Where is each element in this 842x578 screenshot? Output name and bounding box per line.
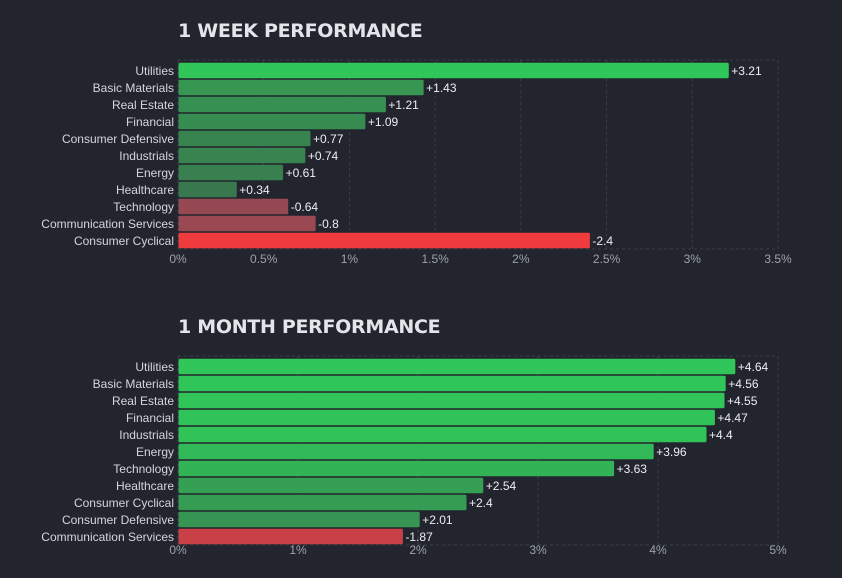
- month-chart-title: 1 MONTH PERFORMANCE: [178, 316, 441, 338]
- x-tick-label: 2%: [512, 252, 530, 266]
- bar-value-label: +3.96: [656, 445, 687, 459]
- category-label: Utilities: [135, 64, 174, 78]
- bar-value-label: -0.64: [291, 200, 319, 214]
- bar-value-label: +3.63: [617, 462, 648, 476]
- bar-value-label: +0.77: [313, 132, 344, 146]
- bar-value-label: +2.54: [486, 479, 517, 493]
- bar-consumer-defensive[interactable]: [178, 511, 420, 528]
- bar-real-estate[interactable]: [178, 96, 386, 113]
- category-label: Industrials: [119, 428, 174, 442]
- week-performance-panel: 1 WEEK PERFORMANCE 0% 0.5% 1% 1.5% 2% 2.5% 3% 3…: [41, 20, 792, 266]
- category-label: Basic Materials: [93, 377, 174, 391]
- bar-industrials[interactable]: [178, 147, 306, 164]
- week-performance-chart: 0% 0.5% 1% 1.5% 2% 2.5% 3% 3.5% Utilities +3.21 Ba…: [41, 59, 792, 266]
- bar-value-label: +4.55: [727, 394, 758, 408]
- bar-consumer-defensive[interactable]: [178, 130, 311, 147]
- month-performance-panel: 1 MONTH PERFORMANCE 0% 1% 2% 3% 4% 5% Utilitie…: [0, 296, 842, 578]
- x-tick-label: 1.5%: [421, 252, 449, 266]
- bar-value-label: +2.4: [469, 496, 493, 510]
- bar-value-label: -0.8: [318, 217, 339, 231]
- x-tick-label: 0%: [169, 252, 187, 266]
- bar-consumer-cyclical[interactable]: [178, 232, 590, 249]
- month-performance-chart: 0% 1% 2% 3% 4% 5% Utilities +4.64 Basic Material…: [41, 355, 787, 557]
- x-tick-label: 3%: [684, 252, 702, 266]
- bar-value-label: +0.61: [286, 166, 317, 180]
- bar-basic-materials[interactable]: [178, 79, 424, 96]
- category-label: Healthcare: [116, 479, 174, 493]
- category-label: Industrials: [119, 149, 174, 163]
- bar-value-label: +1.09: [368, 115, 399, 129]
- bar-value-label: +4.47: [717, 411, 748, 425]
- x-tick-label: 3.5%: [764, 252, 792, 266]
- x-tick-label: 0.5%: [250, 252, 278, 266]
- category-label: Technology: [113, 200, 174, 214]
- bar-value-label: +0.34: [239, 183, 270, 197]
- category-label: Energy: [136, 445, 174, 459]
- bar-value-label: +4.4: [709, 428, 733, 442]
- bar-value-label: -1.87: [405, 530, 433, 544]
- category-label: Communication Services: [41, 217, 174, 231]
- category-label: Consumer Defensive: [62, 513, 174, 527]
- x-tick-label: 2.5%: [593, 252, 621, 266]
- bar-utilities[interactable]: [178, 358, 736, 375]
- x-tick-label: 0%: [169, 543, 187, 557]
- bar-value-label: +4.64: [738, 360, 769, 374]
- bar-communication-services[interactable]: [178, 528, 403, 545]
- bar-financial[interactable]: [178, 113, 366, 130]
- category-label: Technology: [113, 462, 174, 476]
- bar-utilities[interactable]: [178, 62, 729, 79]
- x-tick-label: 1%: [289, 543, 307, 557]
- bar-industrials[interactable]: [178, 426, 707, 443]
- category-label: Basic Materials: [93, 81, 174, 95]
- category-label: Financial: [126, 115, 174, 129]
- x-tick-label: 5%: [769, 543, 787, 557]
- category-label: Financial: [126, 411, 174, 425]
- x-tick-label: 3%: [529, 543, 547, 557]
- bar-value-label: +4.56: [728, 377, 759, 391]
- bar-value-label: +2.01: [422, 513, 453, 527]
- bar-value-label: +3.21: [731, 64, 762, 78]
- bar-value-label: +1.21: [388, 98, 419, 112]
- category-label: Consumer Defensive: [62, 132, 174, 146]
- category-label: Consumer Cyclical: [74, 234, 174, 248]
- bar-consumer-cyclical[interactable]: [178, 494, 467, 511]
- category-label: Real Estate: [112, 394, 174, 408]
- category-label: Healthcare: [116, 183, 174, 197]
- bar-technology[interactable]: [178, 460, 615, 477]
- bar-value-label: +0.74: [308, 149, 339, 163]
- x-tick-label: 1%: [341, 252, 359, 266]
- category-label: Consumer Cyclical: [74, 496, 174, 510]
- week-chart-title: 1 WEEK PERFORMANCE: [178, 20, 423, 42]
- bar-healthcare[interactable]: [178, 181, 237, 198]
- x-tick-label: 4%: [649, 543, 667, 557]
- bar-technology[interactable]: [178, 198, 289, 215]
- bar-communication-services[interactable]: [178, 215, 316, 232]
- bar-energy[interactable]: [178, 164, 284, 181]
- category-label: Energy: [136, 166, 174, 180]
- bar-energy[interactable]: [178, 443, 654, 460]
- category-label: Real Estate: [112, 98, 174, 112]
- bar-value-label: +1.43: [426, 81, 457, 95]
- x-tick-label: 2%: [409, 543, 427, 557]
- bar-value-label: -2.4: [592, 234, 613, 248]
- category-label: Communication Services: [41, 530, 174, 544]
- category-label: Utilities: [135, 360, 174, 374]
- bar-real-estate[interactable]: [178, 392, 725, 409]
- bar-basic-materials[interactable]: [178, 375, 726, 392]
- bar-financial[interactable]: [178, 409, 715, 426]
- bar-healthcare[interactable]: [178, 477, 484, 494]
